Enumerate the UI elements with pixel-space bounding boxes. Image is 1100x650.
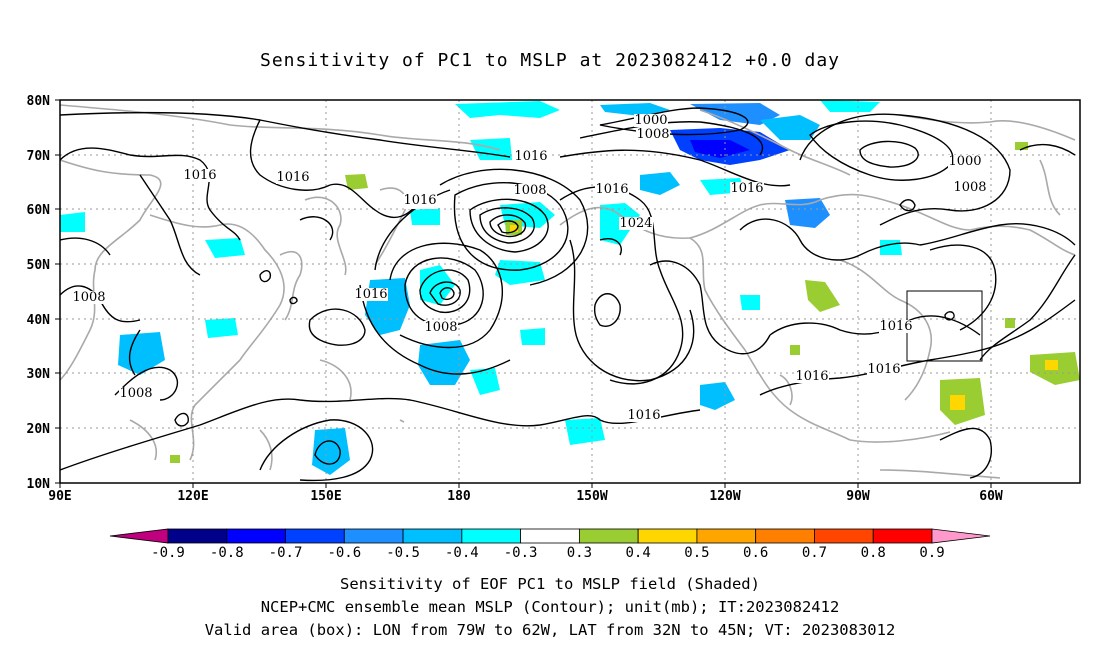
contour-label-bg	[867, 363, 901, 376]
contour-label-bg	[72, 291, 106, 304]
colorbar-segment	[167, 528, 228, 544]
contour-label-bg	[424, 321, 458, 334]
contour-label-bg	[948, 155, 982, 168]
colorbar-tick-label: -0.6	[327, 545, 361, 561]
contour-label: 1016	[867, 362, 900, 377]
caption-contour: NCEP+CMC ensemble mean MSLP (Contour); u…	[260, 598, 840, 616]
lat-label-20n: 20N	[27, 422, 51, 437]
colorbar-tick-label: -0.7	[269, 545, 303, 561]
lat-label-80n: 80N	[27, 94, 51, 109]
map-frame	[59, 99, 1081, 484]
lon-label-90e: 90E	[48, 489, 71, 504]
colorbar-segment	[461, 528, 522, 544]
lat-label-70n: 70N	[27, 149, 51, 164]
contour-label: 1008	[513, 183, 546, 198]
contour-label: 1016	[354, 287, 387, 302]
colorbar-segment	[814, 528, 874, 544]
contour-label: 1016	[879, 319, 912, 334]
contour-label-bg	[627, 409, 661, 422]
contour-label: 1008	[953, 180, 986, 195]
colorbar-tick-label: -0.5	[386, 545, 420, 561]
colorbar-segment	[285, 528, 345, 544]
lon-label-120w: 120W	[709, 489, 740, 504]
contour-label: 1016	[514, 149, 547, 164]
colorbar-tick-label: 0.3	[567, 545, 592, 561]
colorbar-tick-label: -0.4	[445, 545, 479, 561]
contour-labels: 1000100810161016101610161008101610161024…	[72, 113, 987, 423]
contour-label: 1008	[424, 320, 457, 335]
colorbar-tick-label: 0.8	[861, 545, 886, 561]
contour-label-bg	[276, 171, 310, 184]
contour-label: 1024	[619, 216, 652, 231]
colorbar-segment	[755, 528, 815, 544]
lon-label-120e: 120E	[177, 489, 208, 504]
contour-label-bg	[183, 169, 217, 182]
contour-label-bg	[795, 370, 829, 383]
longitude-labels: 90E 120E 150E 180 150W 120W 90W 60W	[48, 489, 1003, 504]
lon-label-150w: 150W	[576, 489, 607, 504]
contour-label-bg	[514, 150, 548, 163]
lat-label-50n: 50N	[27, 258, 51, 273]
colorbar-segment	[696, 528, 757, 544]
lat-label-10n: 10N	[27, 477, 51, 492]
axis-ticks	[55, 99, 992, 488]
contour-label-bg	[403, 194, 437, 207]
colorbar-segment	[520, 528, 580, 544]
lat-label-40n: 40N	[27, 313, 51, 328]
colorbar-segment	[578, 528, 639, 544]
contour-label-bg	[634, 114, 668, 127]
contour-label-bg	[953, 181, 987, 194]
caption-shading: Sensitivity of EOF PC1 to MSLP field (Sh…	[340, 575, 760, 593]
contour-label: 1016	[795, 369, 828, 384]
colorbar-tick-label: 0.7	[802, 545, 827, 561]
lon-label-60w: 60W	[979, 489, 1003, 504]
lon-label-90w: 90W	[846, 489, 870, 504]
contour-label-bg	[119, 387, 153, 400]
colorbar-tick-label: -0.3	[504, 545, 538, 561]
contour-label: 1016	[403, 193, 436, 208]
contour-label-bg	[879, 320, 913, 333]
lat-label-30n: 30N	[27, 367, 51, 382]
lon-label-180: 180	[447, 489, 471, 504]
contour-label: 1000	[634, 113, 667, 128]
colorbar-high-extend	[931, 528, 991, 544]
contour-label: 1008	[119, 386, 152, 401]
colorbar-tick-label: 0.5	[684, 545, 709, 561]
contour-label-bg	[354, 288, 388, 301]
contour-label-bg	[595, 183, 629, 196]
contour-label: 1000	[948, 154, 981, 169]
colorbar-segment	[402, 528, 463, 544]
colorbar-tick-label: -0.9	[151, 545, 185, 561]
contour-label-bg	[619, 217, 653, 230]
lat-label-60n: 60N	[27, 203, 51, 218]
map-title: Sensitivity of PC1 to MSLP at 2023082412…	[259, 50, 840, 71]
colorbar-tick-label: 0.9	[919, 545, 944, 561]
colorbar-tick-label: 0.4	[626, 545, 651, 561]
colorbar-segment	[343, 528, 404, 544]
contour-label: 1016	[595, 182, 628, 197]
contour-label: 1008	[72, 290, 105, 305]
colorbar-segment	[637, 528, 698, 544]
colorbar-tick-label: -0.8	[210, 545, 244, 561]
colorbar-tick-label: 0.6	[743, 545, 768, 561]
caption-valid-area: Valid area (box): LON from 79W to 62W, L…	[204, 621, 896, 639]
contour-label: 1016	[627, 408, 660, 423]
latitude-labels: 80N 70N 60N 50N 40N 30N 20N 10N	[27, 94, 51, 492]
colorbar: -0.9 -0.8 -0.7 -0.6 -0.5 -0.4 -0.3 0.3 0.4 0.5 0.6…	[109, 528, 991, 561]
contour-label: 1016	[183, 168, 216, 183]
lon-label-150e: 150E	[310, 489, 341, 504]
colorbar-low-extend	[109, 528, 169, 544]
contour-label: 1016	[730, 181, 763, 196]
contour-label: 1016	[276, 170, 309, 185]
contour-label-bg	[636, 128, 670, 141]
colorbar-segment	[226, 528, 286, 544]
contour-label-bg	[513, 184, 547, 197]
colorbar-segment	[872, 528, 933, 544]
contour-label-bg	[730, 182, 764, 195]
contour-label: 1008	[636, 127, 669, 142]
